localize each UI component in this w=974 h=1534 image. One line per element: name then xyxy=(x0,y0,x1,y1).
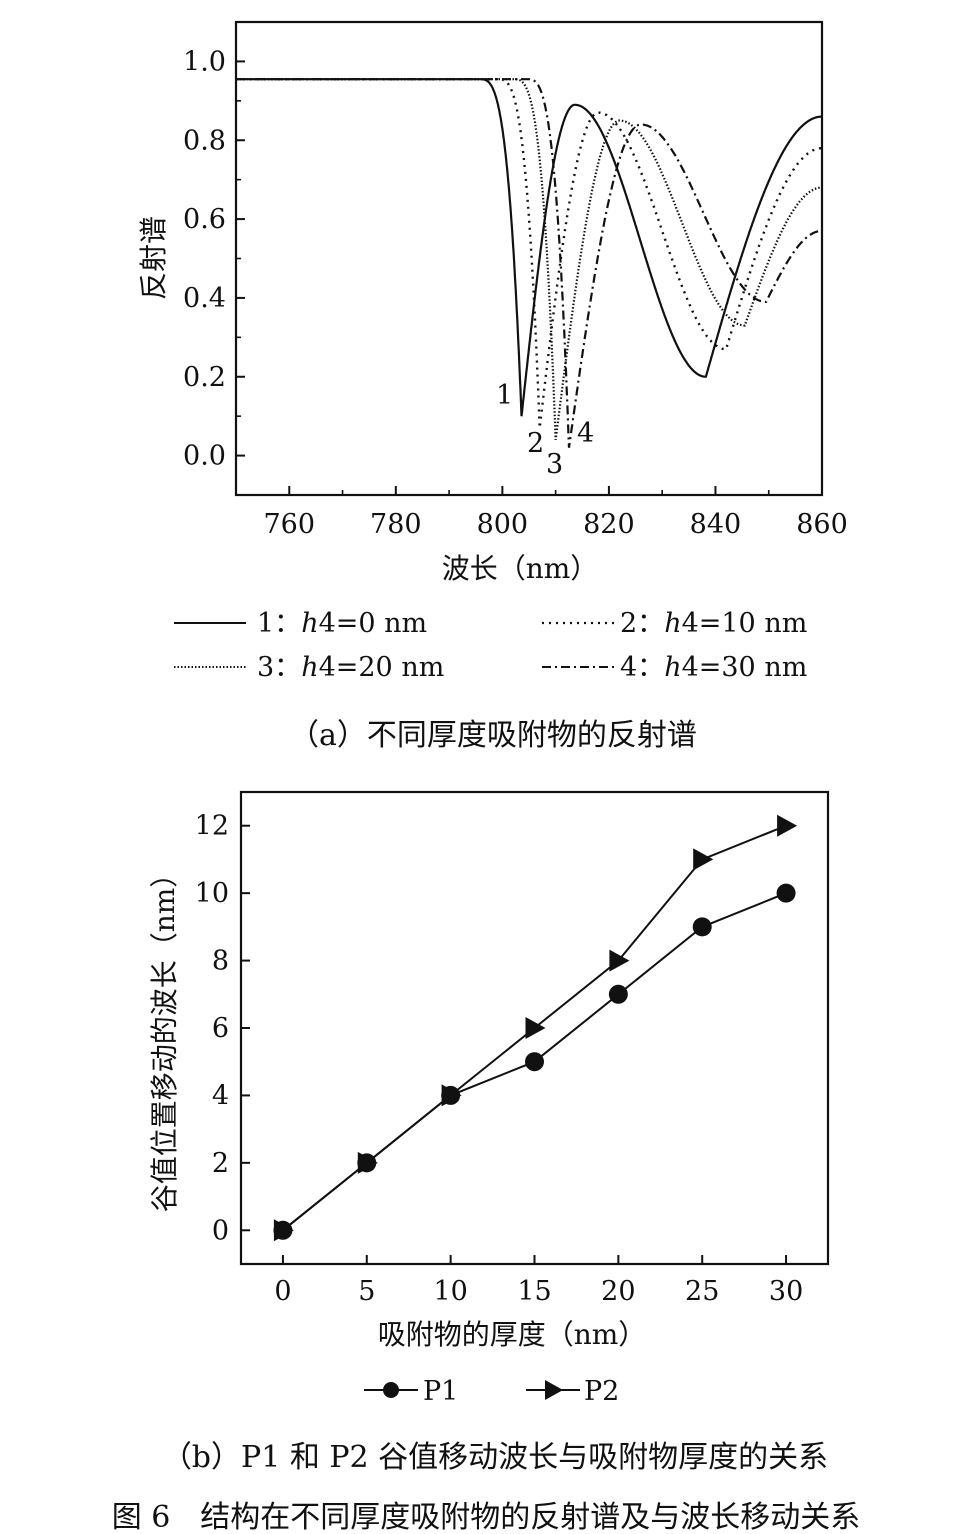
point-P2 xyxy=(777,814,798,837)
x-tick-label-b: 30 xyxy=(769,1276,803,1307)
chart-b-legend: P1 P2 xyxy=(364,1376,619,1407)
point-P1 xyxy=(608,984,628,1004)
x-tick-label-b: 10 xyxy=(433,1276,467,1307)
y-tick-label-b: 6 xyxy=(212,1013,229,1044)
point-P2 xyxy=(525,1017,546,1039)
chart-b: 0 5 10 15 20 25 30 0 2 4 6 8 10 12 吸附物的厚度（nm） 谷值位置移动… xyxy=(148,790,830,1475)
curve-4 xyxy=(236,78,822,448)
legend-a-label-1: 1：h4=0 nm xyxy=(257,608,427,639)
legend-a-label-3: 3：h4=20 nm xyxy=(257,652,444,683)
y-tick-label-a: 0.6 xyxy=(183,204,226,235)
chart-b-x-ticks: 0 5 10 15 20 25 30 xyxy=(274,1255,803,1307)
curve-label-3: 3 xyxy=(546,449,563,480)
chart-b-ylabel: 谷值位置移动的波长（nm） xyxy=(148,860,181,1213)
legend-a-label-2: 2：h4=10 nm xyxy=(620,608,807,639)
legend-b-label-p1: P1 xyxy=(423,1376,458,1407)
y-tick-label-b: 0 xyxy=(212,1215,229,1246)
curve-1 xyxy=(236,78,822,417)
x-tick-label-a: 820 xyxy=(583,509,635,540)
point-P1 xyxy=(692,917,712,937)
figure-caption: 图 6 结构在不同厚度吸附物的反射谱及与波长移动关系 xyxy=(112,1500,861,1534)
x-tick-label-b: 15 xyxy=(517,1276,551,1307)
x-tick-label-b: 5 xyxy=(358,1276,375,1307)
point-P1 xyxy=(441,1085,461,1105)
point-P2 xyxy=(609,949,630,972)
chart-a-legend: 1：h4=0 nm 2：h4=10 nm 3：h4=20 nm 4：h4=30 … xyxy=(174,608,807,683)
chart-a-xlabel: 波长（nm） xyxy=(442,552,599,585)
chart-b-y-ticks: 0 2 4 6 8 10 12 xyxy=(195,811,250,1246)
y-tick-label-a: 0.2 xyxy=(183,362,226,393)
x-tick-label-b: 0 xyxy=(274,1276,291,1307)
x-tick-label-a: 840 xyxy=(690,509,742,540)
curve-3 xyxy=(236,78,822,440)
chart-a-subtitle: （a）不同厚度吸附物的反射谱 xyxy=(289,718,697,753)
curve-label-1: 1 xyxy=(496,380,513,411)
x-tick-label-a: 760 xyxy=(263,509,315,540)
legend-b-marker-p1 xyxy=(383,1382,399,1398)
point-P1 xyxy=(273,1220,293,1240)
y-tick-label-a: 1.0 xyxy=(183,46,226,77)
y-tick-label-a: 0.0 xyxy=(183,441,226,472)
x-tick-label-b: 20 xyxy=(601,1276,635,1307)
legend-a-label-4: 4：h4=30 nm xyxy=(620,652,807,683)
point-P1 xyxy=(776,883,796,903)
y-tick-label-b: 2 xyxy=(212,1148,229,1179)
chart-a-x-ticks: 760 780 800 820 840 860 xyxy=(263,486,848,540)
curve-2 xyxy=(236,78,822,429)
y-tick-label-a: 0.8 xyxy=(183,125,226,156)
legend-b-label-p2: P2 xyxy=(584,1376,619,1407)
chart-b-series xyxy=(273,814,798,1242)
curve-label-2: 2 xyxy=(527,428,544,459)
point-P2 xyxy=(693,848,714,871)
y-tick-label-b: 12 xyxy=(195,811,229,842)
y-tick-label-a: 0.4 xyxy=(183,283,226,314)
x-tick-label-a: 860 xyxy=(796,509,848,540)
chart-a-ylabel: 反射谱 xyxy=(137,216,170,300)
y-tick-label-b: 4 xyxy=(212,1080,229,1111)
x-tick-label-a: 780 xyxy=(370,509,422,540)
x-tick-label-b: 25 xyxy=(685,1276,719,1307)
chart-a-curves xyxy=(236,78,822,448)
legend-b-marker-p2 xyxy=(545,1380,563,1400)
chart-a-frame xyxy=(234,20,824,497)
y-tick-label-b: 8 xyxy=(212,946,229,977)
chart-a-y-ticks: 0.0 0.2 0.4 0.6 0.8 1.0 xyxy=(183,46,245,472)
chart-b-subtitle: （b）P1 和 P2 谷值移动波长与吸附物厚度的关系 xyxy=(162,1440,828,1475)
point-P1 xyxy=(525,1052,544,1072)
chart-a: 760 780 800 820 840 860 0.00.20.40.60.81.0 1 … xyxy=(137,20,848,753)
chart-b-xlabel: 吸附物的厚度（nm） xyxy=(378,1318,647,1351)
y-tick-label-b: 10 xyxy=(195,878,229,909)
point-P1 xyxy=(357,1153,377,1173)
x-tick-label-a: 800 xyxy=(477,509,529,540)
curve-label-4: 4 xyxy=(577,418,594,449)
